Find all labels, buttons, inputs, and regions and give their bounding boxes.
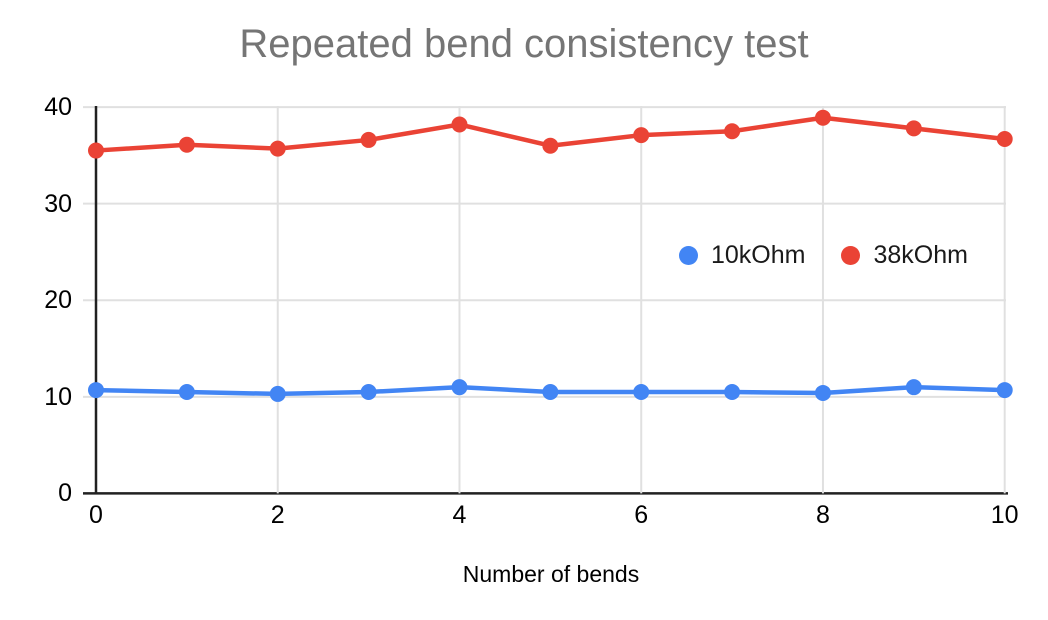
legend-label-38kohm: 38kOhm [873,240,968,269]
x-tick-label: 4 [452,501,467,529]
x-axis-title: Number of bends [462,561,640,587]
legend-entry-38kohm: 38kOhm [841,240,968,270]
chart-title: Repeated bend consistency test [239,22,809,66]
x-tick-label: 10 [990,501,1019,529]
y-tick-label: 40 [44,93,72,122]
y-tick-label: 20 [44,286,72,315]
legend-marker-10kohm-icon [679,245,698,265]
x-tick-label: 2 [270,501,285,529]
legend-entry-10kohm: 10kOhm [679,241,805,270]
y-tick-label: 0 [58,479,72,508]
legend-label-10kohm: 10kOhm [711,240,806,269]
x-tick-label: 8 [816,501,830,529]
x-tick-label: 0 [89,501,103,529]
y-tick-label: 10 [44,382,72,411]
legend: 10kOhm 38kOhm [679,240,968,270]
legend-marker-38kohm-icon [841,245,861,265]
y-tick-label: 30 [44,189,72,218]
x-tick-label: 6 [634,501,649,529]
